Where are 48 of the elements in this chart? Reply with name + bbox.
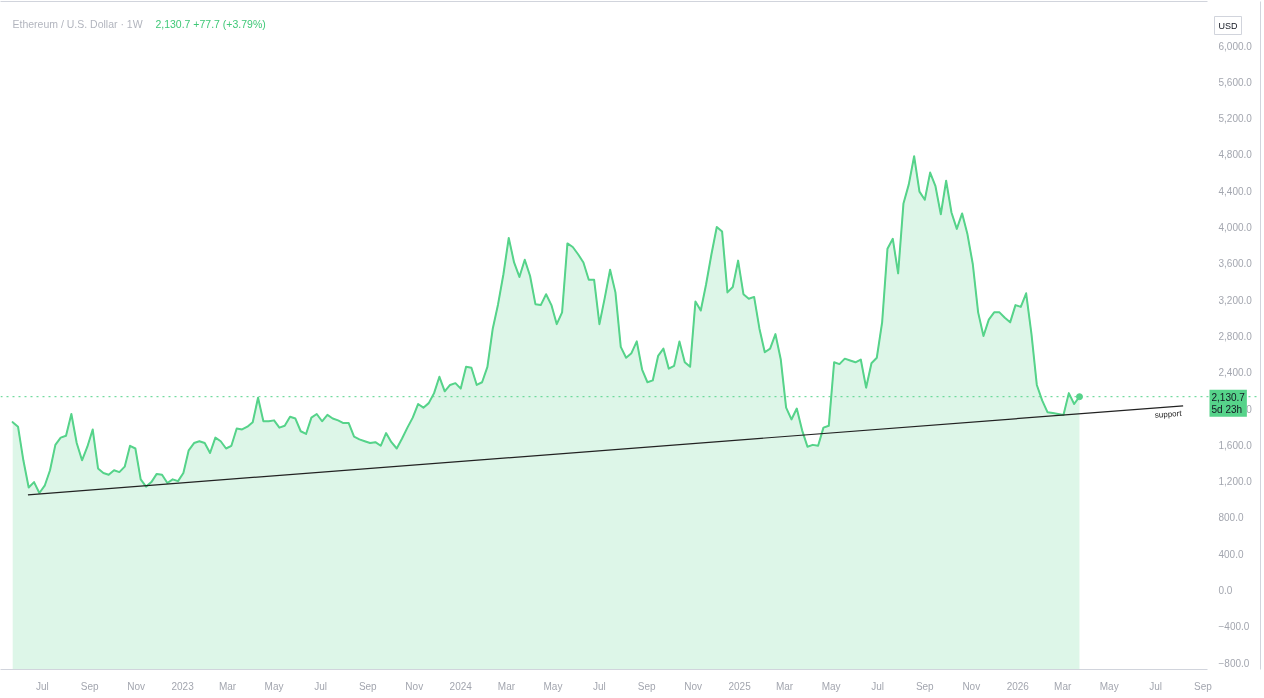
y-tick-label: 400.0 <box>1218 548 1244 560</box>
y-tick-label: 5,600.0 <box>1218 76 1253 88</box>
x-tick-label: Mar <box>1054 680 1072 692</box>
x-tick-label: Jul <box>871 680 884 692</box>
x-tick-label: Nov <box>405 680 424 692</box>
x-tick-label: Sep <box>915 680 935 692</box>
y-tick-label: 4,400.0 <box>1218 185 1253 197</box>
x-tick-label: Jul <box>1149 680 1163 692</box>
y-tick-label: 2,800.0 <box>1218 330 1253 342</box>
y-tick-label: 1,600.0 <box>1218 439 1253 451</box>
x-tick-label: Jul <box>36 680 49 692</box>
x-tick-label: Mar <box>218 680 237 692</box>
x-tick-label: May <box>821 680 841 692</box>
x-tick-label: Mar <box>775 680 794 692</box>
y-tick-label: 800.0 <box>1218 512 1244 524</box>
series-label: support <box>1154 408 1183 420</box>
y-tick-label: 4,800.0 <box>1218 149 1253 161</box>
x-tick-label: May <box>1099 680 1119 692</box>
y-tick-label: 1,200.0 <box>1218 476 1253 488</box>
x-tick-label: Nov <box>962 680 981 692</box>
y-tick-label: −800.0 <box>1218 657 1250 669</box>
x-tick-label: Sep <box>80 680 99 692</box>
y-tick-label: 4,000.0 <box>1218 222 1253 234</box>
x-tick-label: Nov <box>684 680 703 692</box>
y-axis-title: USD <box>1218 20 1238 31</box>
text: 2,130.7 +77.7 (+3.79%) <box>155 17 266 30</box>
x-tick-label: May <box>264 680 284 692</box>
y-tick-label: 6,000.0 <box>1218 40 1253 52</box>
x-tick-label: Sep <box>1194 680 1213 692</box>
x-tick-label: Sep <box>637 680 657 692</box>
x-tick-label: Mar <box>497 680 516 692</box>
ref-line-label: 2,130.7 5d 23h <box>1211 391 1246 415</box>
x-tick-label: 2024 <box>449 680 473 692</box>
y-tick-label: 5,200.0 <box>1218 113 1253 125</box>
y-tick-label: 0.0 <box>1218 585 1233 597</box>
x-tick-label: Jul <box>593 680 606 692</box>
text: Ethereum / U.S. Dollar · 1W <box>12 17 143 30</box>
y-tick-label: −400.0 <box>1218 621 1250 633</box>
y-tick-label: 3,600.0 <box>1218 258 1253 270</box>
x-tick-label: 2023 <box>171 680 195 692</box>
x-tick-label: Nov <box>127 680 146 692</box>
x-tick-label: May <box>543 680 563 692</box>
x-tick-label: Sep <box>358 680 378 692</box>
x-tick-label: 2025 <box>728 680 752 692</box>
x-tick-label: 2026 <box>1006 680 1030 692</box>
x-tick-label: Jul <box>314 680 327 692</box>
y-tick-label: 2,400.0 <box>1218 367 1253 379</box>
y-tick-label: 3,200.0 <box>1218 294 1253 306</box>
